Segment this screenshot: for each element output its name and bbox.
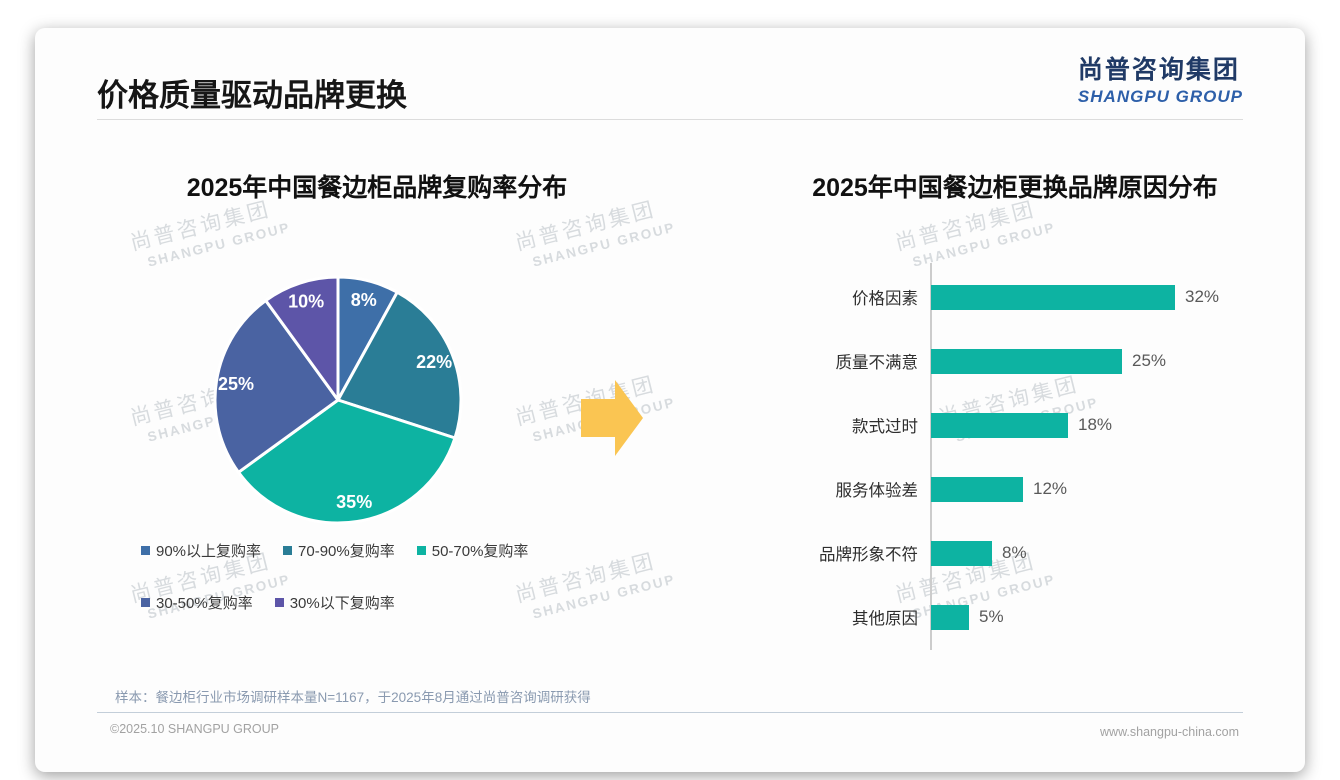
sample-note: 样本：餐边柜行业市场调研样本量N=1167，于2025年8月通过尚普咨询调研获得 bbox=[115, 690, 591, 705]
pie-slice bbox=[336, 290, 463, 440]
pie-slice-label: 25% bbox=[218, 374, 254, 394]
bar-value-label: 32% bbox=[1185, 287, 1220, 306]
legend-label: 30-50%复购率 bbox=[156, 595, 253, 612]
pie-slice bbox=[213, 298, 340, 474]
page-title: 价格质量驱动品牌更换 bbox=[97, 78, 407, 113]
copyright-text: ©2025.10 SHANGPU GROUP bbox=[110, 722, 279, 736]
pie-chart: 8% 22% 35% 25% 10% bbox=[213, 275, 463, 525]
legend-item: 30-50%复购率 bbox=[141, 592, 253, 613]
pie-chart-title: 2025年中国餐边柜品牌复购率分布 bbox=[186, 174, 568, 202]
pie-legend-row1: 90%以上复购率 70-90%复购率 50-70%复购率 bbox=[141, 540, 661, 561]
company-logo: 尚普咨询集团 SHANGPU GROUP bbox=[1078, 50, 1243, 107]
pie-slice bbox=[264, 275, 340, 402]
bar-row: 质量不满意 25% bbox=[735, 345, 1305, 377]
legend-label: 50-70%复购率 bbox=[431, 543, 529, 560]
bar-category-label: 品牌形象不符 bbox=[819, 546, 918, 564]
pie-slice-label: 8% bbox=[351, 290, 377, 310]
bar-fill bbox=[931, 412, 1068, 438]
legend-item: 50-70%复购率 bbox=[416, 540, 529, 561]
bar-value-label: 8% bbox=[1002, 543, 1027, 562]
bar-row: 服务体验差 12% bbox=[735, 473, 1305, 505]
bar-category-label: 质量不满意 bbox=[835, 354, 919, 372]
title-divider bbox=[97, 119, 1243, 120]
transition-arrow-icon bbox=[581, 380, 643, 456]
legend-item: 70-90%复购率 bbox=[283, 540, 395, 561]
bar-row: 其他原因 5% bbox=[735, 601, 1305, 633]
bar-chart-axis bbox=[930, 263, 932, 650]
legend-label: 30%以下复购率 bbox=[289, 595, 395, 612]
bar-value-label: 12% bbox=[1033, 479, 1068, 498]
legend-item: 90%以上复购率 bbox=[141, 540, 261, 561]
bar-fill bbox=[931, 348, 1122, 374]
legend-label: 70-90%复购率 bbox=[298, 543, 395, 560]
bar-category-label: 价格因素 bbox=[852, 290, 918, 308]
slide-card: 尚普咨询集团 SHANGPU GROUP 尚普咨询集团 SHANGPU GROUP 尚普… bbox=[35, 28, 1305, 772]
legend-label: 90%以上复购率 bbox=[156, 543, 262, 560]
pie-slice-label: 22% bbox=[416, 352, 452, 372]
pie-legend-row2: 30-50%复购率 30%以下复购率 bbox=[141, 592, 661, 613]
bar-value-label: 18% bbox=[1078, 415, 1113, 434]
legend-swatch bbox=[416, 546, 426, 555]
logo-en-text: SHANGPU GROUP bbox=[1077, 87, 1243, 106]
footer-divider bbox=[97, 712, 1243, 713]
legend-swatch bbox=[274, 598, 284, 607]
pie-slice-label: 10% bbox=[288, 292, 324, 312]
bar-value-label: 25% bbox=[1132, 351, 1167, 370]
legend-swatch bbox=[141, 546, 150, 555]
bar-fill bbox=[931, 284, 1175, 310]
bar-category-label: 其他原因 bbox=[852, 610, 918, 628]
logo-cn-text: 尚普咨询集团 bbox=[1077, 56, 1240, 84]
bar-fill bbox=[931, 476, 1023, 502]
website-url: www.shangpu-china.com bbox=[1100, 725, 1239, 739]
bar-fill bbox=[931, 604, 969, 630]
pie-slice bbox=[236, 398, 457, 525]
legend-swatch bbox=[141, 598, 150, 607]
pie-slice-label: 35% bbox=[336, 492, 372, 512]
legend-item: 30%以下复购率 bbox=[274, 592, 395, 613]
bar-row: 款式过时 18% bbox=[735, 409, 1305, 441]
bar-value-label: 5% bbox=[979, 607, 1004, 626]
bar-row: 价格因素 32% bbox=[735, 281, 1305, 313]
bar-row: 品牌形象不符 8% bbox=[735, 537, 1305, 569]
bar-chart-title: 2025年中国餐边柜更换品牌原因分布 bbox=[812, 174, 1218, 202]
bar-fill bbox=[931, 540, 992, 566]
legend-swatch bbox=[283, 546, 293, 555]
bar-category-label: 款式过时 bbox=[852, 418, 918, 436]
bar-category-label: 服务体验差 bbox=[835, 482, 919, 500]
